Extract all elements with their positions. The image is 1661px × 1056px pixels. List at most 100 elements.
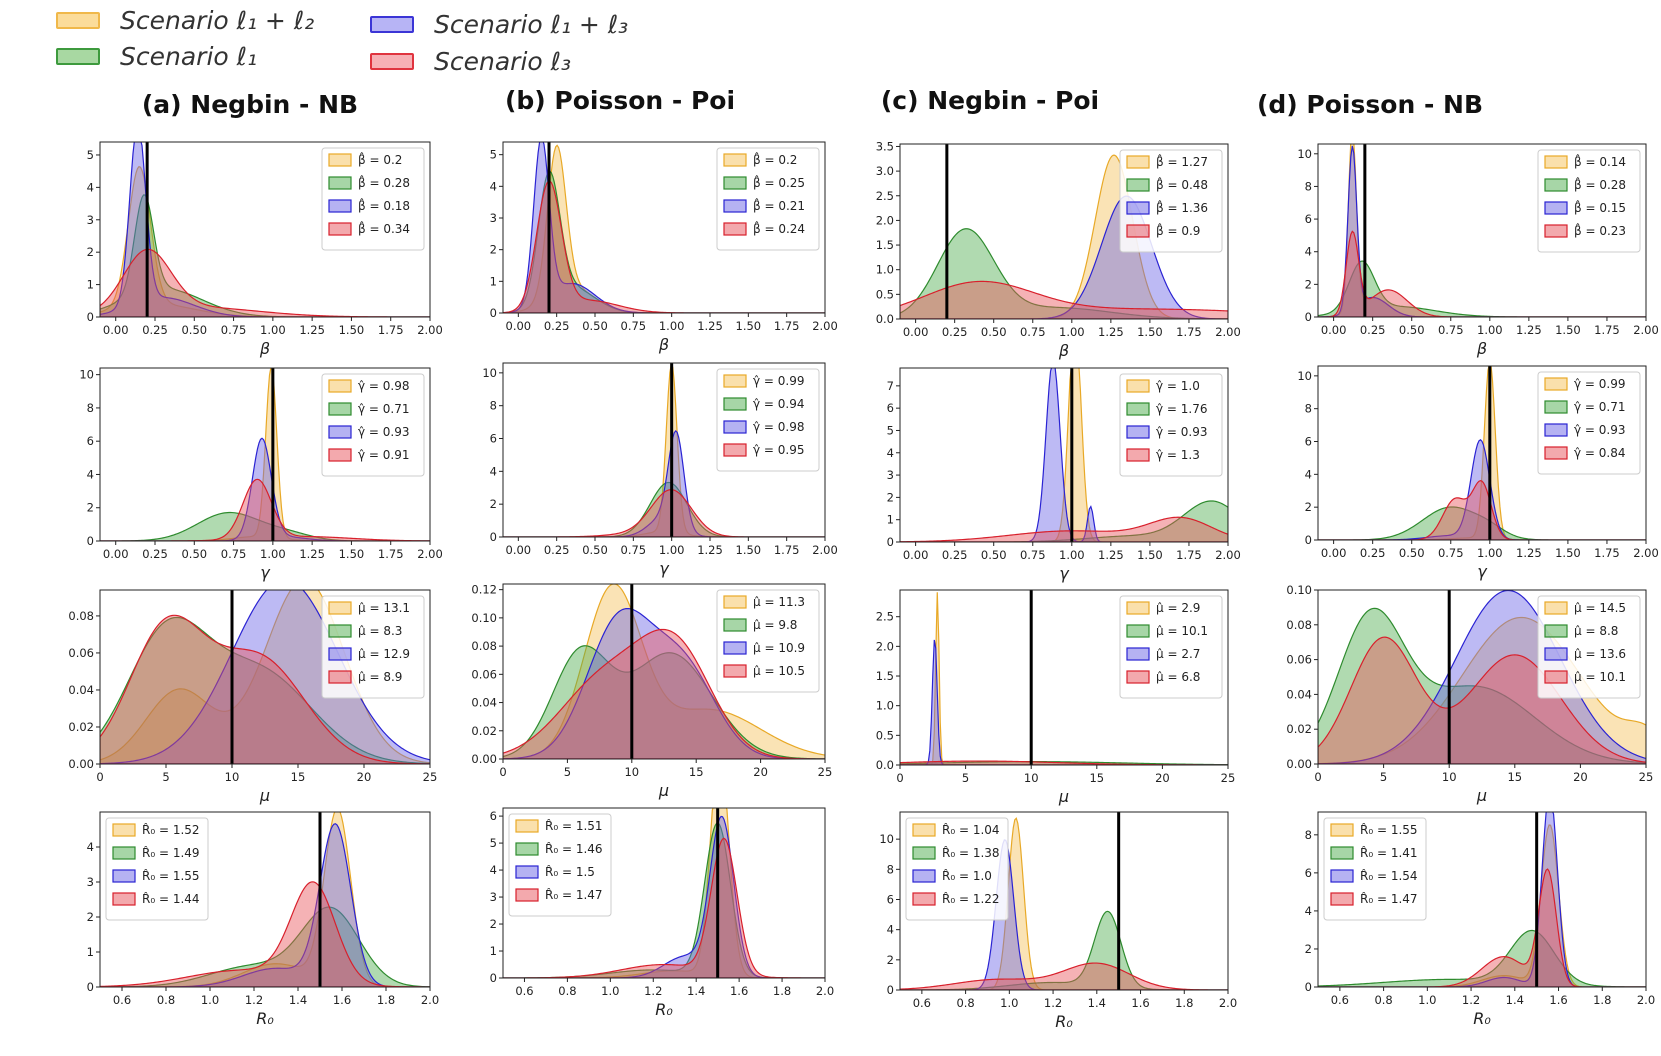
- kde-area-s1: [1318, 929, 1646, 987]
- panel-legend-swatch-s1: [515, 842, 539, 856]
- y-tick-label: 0.02: [68, 720, 94, 734]
- x-tick-label: 1.50: [339, 323, 365, 337]
- kde-area-s13: [100, 590, 430, 764]
- legend-label-s12: Scenario ℓ₁ + ℓ₂: [120, 6, 315, 35]
- y-tick-label: 0.04: [1286, 687, 1312, 701]
- panel-legend: R̂₀ = 1.55 R̂₀ = 1.41 R̂₀ = 1.54 R̂₀ = 1.47: [1323, 817, 1427, 921]
- x-tick-label: 0.50: [582, 319, 608, 333]
- y-tick-label: 2.5: [876, 610, 894, 624]
- kde-area-s1: [100, 616, 430, 764]
- x-tick-label: 0.00: [506, 319, 532, 333]
- y-tick-label: 5: [87, 148, 94, 162]
- y-tick-label: 0: [490, 306, 497, 320]
- x-tick-label: 0.6: [515, 984, 533, 998]
- plot-frame: [99, 811, 431, 988]
- panel-legend-label-s3: μ̂ = 6.8: [1156, 670, 1200, 684]
- x-tick-label: 1.25: [1516, 546, 1542, 560]
- kde-area-s1: [100, 194, 430, 317]
- y-tick-label: 6: [887, 892, 894, 906]
- panel-legend: μ̂ = 14.5 μ̂ = 8.8 μ̂ = 13.6 μ̂ = 10.1: [1537, 595, 1641, 699]
- panel-legend-label-s3: R̂₀ = 1.22: [942, 892, 1000, 906]
- y-tick-label: 8: [490, 399, 497, 413]
- y-tick-label: 0.10: [471, 611, 497, 625]
- x-tick-label: 0.6: [1331, 993, 1349, 1007]
- panel-legend-label-s13: β̂ = 0.15: [1574, 199, 1626, 215]
- x-tick-label: 1.2: [644, 984, 662, 998]
- kde-panel-b-beta: 0.00 0.25 0.50 0.75 1.00 1.25 1.50 1.75 2.00 0 1 2 3…: [490, 141, 838, 354]
- kde-area-s3: [503, 180, 825, 313]
- panel-legend-swatch-s3: [1330, 892, 1354, 906]
- x-tick-label: 2.0: [816, 984, 834, 998]
- panel-legend: γ̂ = 1.0 γ̂ = 1.76 γ̂ = 0.93 γ̂ = 1.3: [1119, 373, 1223, 477]
- x-tick-label: 10: [1024, 771, 1039, 785]
- panel-legend-swatch-s12: [328, 153, 352, 167]
- x-axis-label: μ: [1058, 787, 1069, 806]
- kde-area-s3: [100, 614, 430, 764]
- panel-legend-label-s12: R̂₀ = 1.52: [142, 823, 200, 837]
- panel-legend-swatch-s3: [515, 888, 539, 902]
- y-tick-label: 4: [490, 179, 497, 193]
- kde-area-s3: [900, 962, 1228, 990]
- x-axis-label: μ: [658, 781, 669, 800]
- panel-legend-label-s3: R̂₀ = 1.47: [545, 888, 603, 902]
- x-tick-label: 0: [499, 765, 506, 779]
- y-tick-label: 5: [490, 148, 497, 162]
- y-tick-label: 4: [887, 446, 894, 460]
- panel-legend-label-s13: β̂ = 1.36: [1156, 199, 1208, 215]
- y-tick-label: 1.0: [876, 263, 894, 277]
- y-tick-label: 0.02: [471, 724, 497, 738]
- x-axis-label: γ: [1059, 564, 1070, 583]
- x-tick-label: 0.75: [221, 547, 247, 561]
- x-tick-label: 1.50: [1137, 325, 1163, 339]
- panel-legend-swatch-s12: [1126, 155, 1150, 169]
- panel-legend-swatch-s3: [1544, 224, 1568, 238]
- x-tick-label: 0.25: [142, 323, 168, 337]
- panel-legend-swatch-s12: [328, 601, 352, 615]
- y-tick-label: 4: [887, 923, 894, 937]
- panel-legend-swatch-s1: [1126, 624, 1150, 638]
- x-tick-label: 1.25: [299, 323, 325, 337]
- y-tick-label: 10: [482, 366, 497, 380]
- x-tick-label: 15: [291, 770, 306, 784]
- x-tick-label: 0.75: [1020, 325, 1046, 339]
- panel-legend-label-s12: μ̂ = 11.3: [753, 595, 805, 609]
- x-tick-label: 1.75: [1594, 323, 1620, 337]
- y-tick-label: 0.0: [876, 758, 894, 772]
- kde-area-s3: [1318, 480, 1646, 540]
- panel-legend-label-s1: R̂₀ = 1.46: [545, 842, 603, 856]
- panel-legend-swatch-s12: [1544, 377, 1568, 391]
- kde-panel-d-gamma: 0.00 0.25 0.50 0.75 1.00 1.25 1.50 1.75 2.00 0 2 4 6…: [1297, 365, 1659, 581]
- kde-panel-a-mu: 0 5 10 15 20 25 0.00 0.02 0.04 0.06 0.08 μ μ̂ = 13.1…: [68, 589, 437, 805]
- panel-legend-swatch-s1: [1544, 400, 1568, 414]
- plot-frame: [899, 811, 1229, 991]
- panel-legend-swatch-s1: [1126, 178, 1150, 192]
- x-tick-label: 0.25: [544, 319, 570, 333]
- panel-legend-label-s3: β̂ = 0.24: [753, 220, 805, 236]
- y-tick-label: 10: [1297, 147, 1312, 161]
- x-tick-label: 0.75: [1438, 323, 1464, 337]
- x-tick-label: 0.50: [1399, 323, 1425, 337]
- panel-legend-swatch-s1: [328, 402, 352, 416]
- panel-legend-label-s3: γ̂ = 0.95: [753, 443, 805, 457]
- plot-frame: [1317, 365, 1647, 541]
- y-tick-label: 0.5: [876, 287, 894, 301]
- panel-legend-label-s13: β̂ = 0.21: [753, 197, 805, 213]
- y-tick-label: 4: [87, 840, 94, 854]
- x-tick-label: 2.00: [812, 543, 838, 557]
- legend-item-s13: Scenario ℓ₁ + ℓ₃: [370, 10, 628, 39]
- panel-legend-swatch-s13: [1330, 869, 1354, 883]
- panel-legend-swatch-s3: [723, 443, 747, 457]
- panel-legend-swatch-s1: [1544, 624, 1568, 638]
- panel-legend-label-s12: β̂ = 1.27: [1156, 153, 1208, 169]
- y-tick-label: 1: [87, 945, 94, 959]
- x-tick-label: 1.25: [1098, 548, 1124, 562]
- panel-legend-label-s3: β̂ = 0.9: [1156, 222, 1200, 238]
- column-title-d: (d) Poisson - NB: [1256, 90, 1483, 119]
- panel-legend-swatch-s12: [515, 819, 539, 833]
- panel-legend: μ̂ = 2.9 μ̂ = 10.1 μ̂ = 2.7 μ̂ = 6.8: [1119, 595, 1223, 699]
- y-tick-label: 2: [87, 501, 94, 515]
- x-tick-label: 2.0: [421, 993, 439, 1007]
- panel-legend-label-s13: γ̂ = 0.93: [358, 425, 410, 439]
- panel-legend-swatch-s3: [328, 222, 352, 236]
- plot-frame: [899, 367, 1229, 543]
